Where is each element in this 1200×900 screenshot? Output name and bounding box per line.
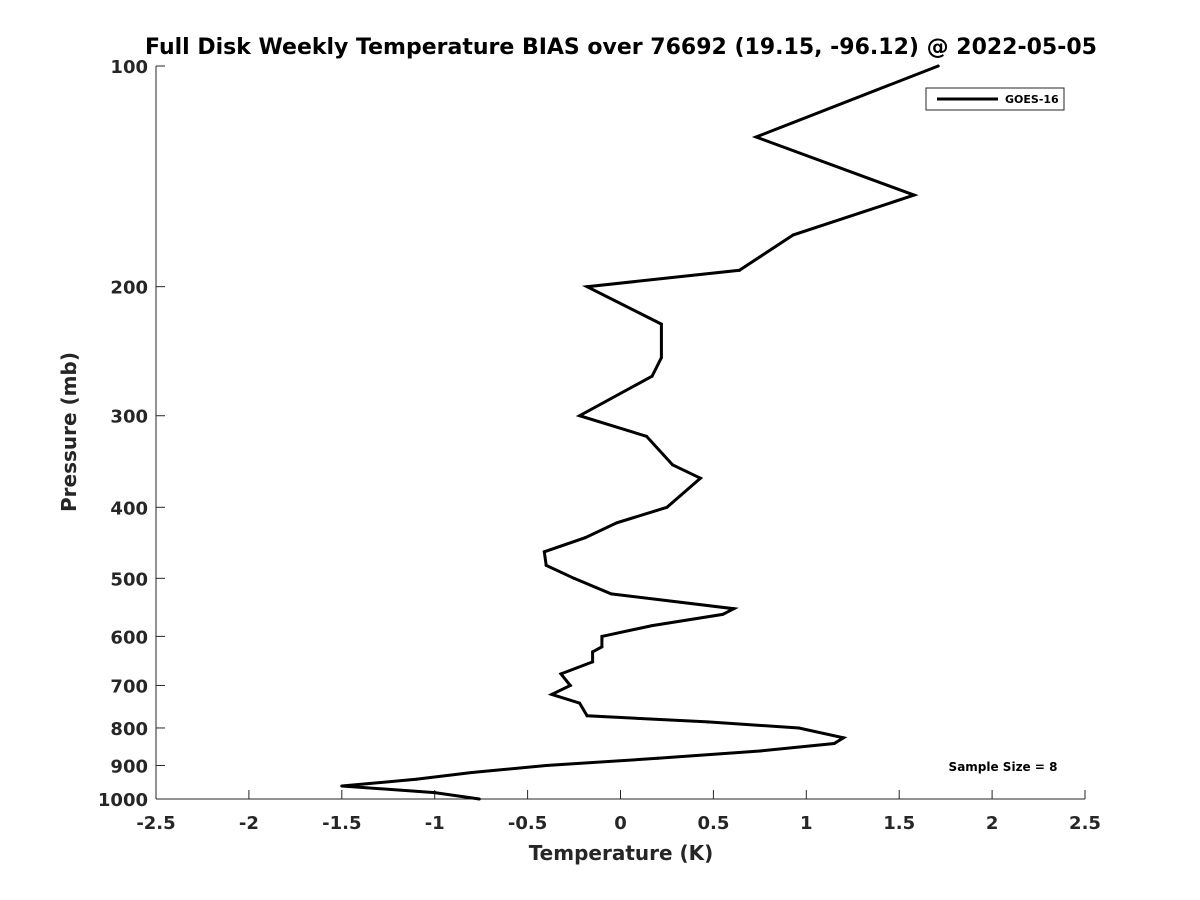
data-point bbox=[591, 650, 595, 654]
data-point bbox=[609, 592, 613, 596]
data-point bbox=[340, 784, 344, 788]
data-point bbox=[433, 791, 437, 795]
data-point bbox=[585, 285, 589, 289]
y-tick-label: 400 bbox=[110, 498, 148, 519]
series-layer bbox=[340, 64, 940, 801]
data-point bbox=[572, 576, 576, 580]
data-point bbox=[698, 476, 702, 480]
data-point bbox=[659, 356, 663, 360]
data-point bbox=[656, 756, 660, 760]
data-point bbox=[544, 763, 548, 767]
y-tick-label: 800 bbox=[110, 719, 148, 740]
data-point bbox=[936, 64, 940, 68]
data-point bbox=[600, 645, 604, 649]
data-point bbox=[650, 374, 654, 378]
data-point bbox=[578, 701, 582, 705]
data-point bbox=[832, 741, 836, 745]
data-point bbox=[671, 463, 675, 467]
x-tick-label: 1 bbox=[800, 813, 813, 834]
data-point bbox=[583, 536, 587, 540]
data-point bbox=[568, 683, 572, 687]
data-point bbox=[565, 679, 569, 683]
x-axis-title: Temperature (K) bbox=[529, 841, 714, 865]
x-tick-label: 2.5 bbox=[1069, 813, 1101, 834]
data-point bbox=[659, 322, 663, 326]
x-tick-label: 1.5 bbox=[883, 813, 915, 834]
data-point bbox=[544, 563, 548, 567]
data-point bbox=[645, 434, 649, 438]
data-point bbox=[754, 135, 758, 139]
x-tick-label: 0.5 bbox=[697, 813, 729, 834]
data-point bbox=[737, 268, 741, 272]
data-point bbox=[791, 233, 795, 237]
x-tick-label: 0 bbox=[614, 813, 627, 834]
data-point bbox=[585, 714, 589, 718]
x-tick-label: -1.5 bbox=[322, 813, 361, 834]
y-tick-label: 1000 bbox=[98, 790, 148, 811]
y-tick-label: 700 bbox=[110, 676, 148, 697]
data-point bbox=[591, 660, 595, 664]
data-point bbox=[706, 720, 710, 724]
x-tick-label: -0.5 bbox=[508, 813, 547, 834]
data-point bbox=[550, 692, 554, 696]
y-tick-label: 600 bbox=[110, 627, 148, 648]
data-point bbox=[650, 624, 654, 628]
chart-title: Full Disk Weekly Temperature BIAS over 7… bbox=[145, 35, 1097, 60]
data-point bbox=[797, 726, 801, 730]
x-tick-label: 2 bbox=[986, 813, 999, 834]
legend-label-goes-16: GOES-16 bbox=[1005, 93, 1059, 106]
x-tick-label: -2 bbox=[239, 813, 259, 834]
y-tick-label: 100 bbox=[110, 57, 148, 78]
y-tick-label: 300 bbox=[110, 407, 148, 428]
x-tick-label: -1 bbox=[425, 813, 445, 834]
y-tick-label: 500 bbox=[110, 569, 148, 590]
x-axis-ticks: -2.5 -2 -1.5 -1 -0.5 0 0.5 1 1.5 2 2.5 bbox=[136, 790, 1101, 834]
data-point bbox=[758, 749, 762, 753]
data-point bbox=[721, 612, 725, 616]
y-tick-label: 900 bbox=[110, 756, 148, 777]
data-point bbox=[841, 736, 845, 740]
data-point bbox=[542, 550, 546, 554]
y-axis-title: Pressure (mb) bbox=[57, 352, 81, 512]
data-point bbox=[665, 505, 669, 509]
data-point bbox=[912, 193, 916, 197]
data-point bbox=[615, 521, 619, 525]
data-point bbox=[578, 414, 582, 418]
data-point bbox=[470, 770, 474, 774]
series-line-goes-16 bbox=[341, 64, 939, 801]
data-point bbox=[559, 672, 563, 676]
data-point bbox=[732, 607, 736, 611]
data-point bbox=[600, 637, 604, 641]
data-point bbox=[477, 797, 481, 801]
y-axis-ticks: 100 200 300 400 500 600 700 800 900 1000 bbox=[98, 57, 165, 811]
data-point bbox=[600, 634, 604, 638]
sample-size-annotation: Sample Size = 8 bbox=[949, 760, 1058, 774]
legend: GOES-16 bbox=[925, 87, 1065, 111]
data-point bbox=[414, 777, 418, 781]
x-tick-label: -2.5 bbox=[136, 813, 175, 834]
y-tick-label: 200 bbox=[110, 278, 148, 299]
